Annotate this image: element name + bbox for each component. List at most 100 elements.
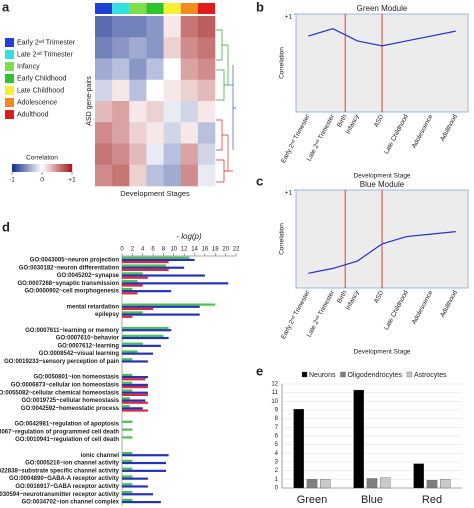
legend-label: Early 2ⁿᵈ Trimester: [17, 39, 76, 46]
heat-cell: [180, 164, 199, 187]
heat-cell: [95, 122, 113, 144]
colorbar-step: [28, 164, 31, 172]
colorbar-step: [26, 164, 29, 172]
stage-bar: [163, 3, 181, 14]
y-tick-label: 6: [275, 434, 279, 440]
bar: [122, 311, 143, 314]
bar: [122, 358, 133, 361]
heat-cell: [180, 16, 199, 38]
stage-bar: [146, 3, 164, 14]
category-label: GO:0007268~synaptic transmission: [17, 281, 119, 287]
legend-label: Adolescence: [17, 99, 57, 106]
y-tick-label: 8: [275, 416, 279, 422]
panel-label: a: [2, 0, 10, 14]
colorbar-tick-label: +1: [68, 177, 76, 184]
colorbar-step: [66, 164, 69, 172]
bar: [122, 264, 167, 267]
heat-cell: [163, 16, 182, 38]
colorbar-step: [40, 164, 43, 172]
category-label: Blue: [361, 494, 383, 506]
bar: [122, 485, 148, 488]
bar: [122, 459, 133, 462]
legend-label: Neurons: [309, 372, 336, 379]
mean-line: [308, 231, 456, 274]
bar: [320, 479, 331, 489]
panel-label: e: [256, 363, 263, 378]
bar: [122, 491, 133, 494]
y-axis-title: Correlation: [279, 223, 286, 255]
x-tick-label: Late 2ⁿᵈ Trimester: [306, 113, 337, 163]
bar: [122, 378, 146, 381]
colorbar-step: [36, 164, 39, 172]
bar: [122, 287, 133, 291]
y-tick-label: 10: [271, 399, 278, 405]
heat-cell: [163, 37, 182, 59]
colorbar-tick-label: 0: [40, 177, 44, 184]
bar: [122, 409, 148, 412]
bar: [122, 284, 143, 287]
bar: [122, 454, 169, 457]
bar: [122, 389, 133, 392]
bar: [122, 405, 130, 408]
category-label: GO:0019725~cellular homeostasis: [21, 398, 119, 404]
heat-cell: [95, 143, 113, 166]
heat-cell: [180, 37, 199, 59]
legend-label: Late Childhood: [17, 87, 64, 94]
heat-cell: [112, 122, 130, 144]
heat-cell: [95, 79, 113, 102]
bar: [122, 397, 130, 400]
colorbar-step: [24, 164, 27, 172]
bar: [122, 391, 148, 394]
x-tick-label: Adulthood: [439, 289, 459, 318]
bar: [122, 258, 195, 261]
bar: [293, 408, 304, 489]
colorbar-step: [42, 164, 45, 172]
category-label: GO:0007611~learning or memory: [25, 328, 120, 334]
category-label: GO:0006873~cellular ion homeostasis: [11, 382, 120, 388]
panel-label: d: [2, 219, 10, 234]
x-tick-label: 20: [222, 247, 229, 253]
heat-cell: [180, 122, 199, 144]
x-tick-label: 4: [141, 247, 145, 253]
legend-label: Late 2ⁿᵈ Trimester: [17, 51, 73, 58]
colorbar-step: [44, 164, 47, 172]
heat-cell: [129, 16, 147, 38]
colorbar-step: [20, 164, 23, 172]
heat-cell: [163, 79, 182, 102]
colorbar-step: [62, 164, 65, 172]
colorbar-step: [60, 164, 63, 172]
bar: [122, 266, 185, 269]
colorbar-step: [54, 164, 57, 172]
bar: [122, 268, 169, 271]
colorbar-step: [12, 164, 15, 172]
colorbar-step: [16, 164, 19, 172]
colorbar-step: [32, 164, 35, 172]
category-label: GO:0022838~substrate specific channel ac…: [0, 468, 120, 474]
event-label: ASD: [373, 113, 386, 128]
y-tick-label: 2: [275, 468, 279, 474]
bar: [122, 407, 143, 410]
stage-bar: [95, 3, 113, 14]
bar: [122, 436, 133, 439]
category-label: GO:0019233~sensory perception of pain: [4, 359, 119, 365]
colorbar-step: [46, 164, 49, 172]
bar: [122, 307, 154, 311]
heat-cell: [146, 79, 164, 102]
heat-cell: [180, 79, 199, 102]
bar: [122, 342, 143, 345]
heat-cell: [95, 37, 113, 59]
heat-cell: [163, 164, 182, 187]
heat-cell: [197, 101, 216, 123]
bar: [122, 276, 148, 279]
x-tick-label: Late Childhood: [383, 289, 410, 331]
heat-cell: [112, 143, 130, 166]
category-label: GO:0030182~neuron differentiation: [19, 265, 120, 271]
bar: [122, 399, 146, 402]
x-tick-label: 22: [233, 247, 240, 253]
bar: [122, 272, 143, 275]
bar: [122, 461, 167, 465]
legend-swatch: [5, 74, 14, 83]
bar: [122, 305, 200, 308]
x-tick-label: 0: [120, 247, 124, 253]
